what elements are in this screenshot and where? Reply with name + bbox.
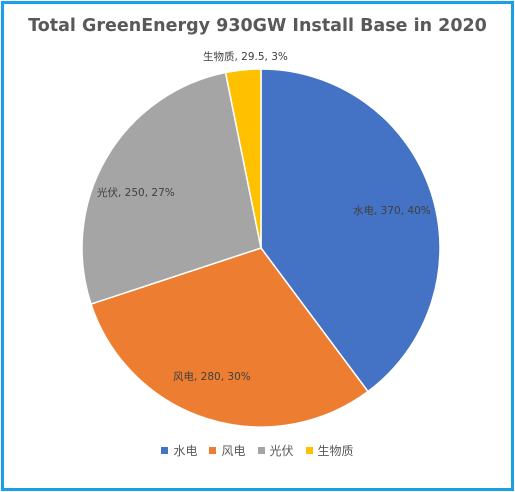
legend-label-4: 生物质 bbox=[317, 444, 354, 458]
legend: 水电 风电 光伏 生物质 bbox=[0, 442, 515, 459]
legend-label-3: 光伏 bbox=[269, 444, 294, 458]
legend-label-1: 水电 bbox=[173, 444, 198, 458]
pie-slice-2 bbox=[90, 247, 370, 428]
legend-item-4: 生物质 bbox=[305, 442, 354, 459]
slice-data-label-1: 水电, 370, 40% bbox=[353, 204, 431, 217]
legend-swatch-1 bbox=[161, 447, 169, 454]
pie-slice-1 bbox=[260, 68, 441, 393]
slice-data-label-2: 风电, 280, 30% bbox=[173, 370, 251, 383]
legend-item-3: 光伏 bbox=[257, 442, 294, 459]
legend-item-1: 水电 bbox=[161, 442, 197, 459]
chart-title: Total GreenEnergy 930GW Install Base in … bbox=[28, 16, 487, 36]
legend-swatch-2 bbox=[209, 447, 217, 454]
legend-swatch-3 bbox=[257, 447, 265, 454]
slice-data-label-3: 光伏, 250, 27% bbox=[97, 186, 175, 199]
legend-item-2: 风电 bbox=[209, 442, 246, 459]
legend-swatch-4 bbox=[305, 447, 313, 454]
slice-data-label-4: 生物质, 29.5, 3% bbox=[203, 50, 288, 63]
pie-slice-4 bbox=[224, 68, 262, 249]
pie-slice-3 bbox=[81, 71, 262, 306]
legend-label-2: 风电 bbox=[221, 444, 246, 458]
